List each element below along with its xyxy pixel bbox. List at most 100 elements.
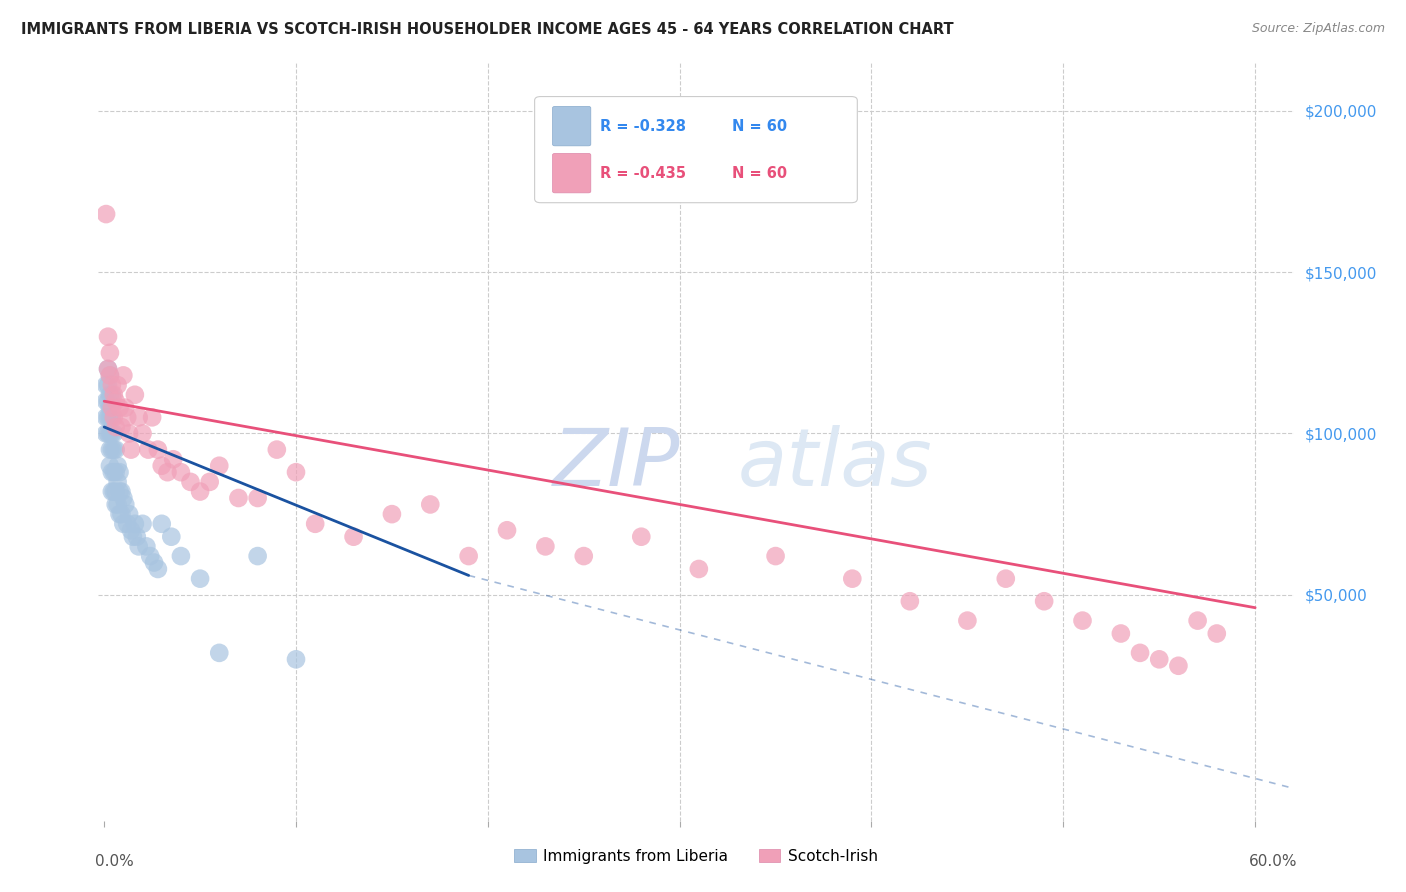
FancyBboxPatch shape bbox=[553, 106, 591, 145]
Point bbox=[104, 394, 127, 409]
Point bbox=[104, 465, 127, 479]
Point bbox=[118, 507, 141, 521]
Point bbox=[103, 442, 125, 457]
Text: Source: ZipAtlas.com: Source: ZipAtlas.com bbox=[1251, 22, 1385, 36]
Point bbox=[898, 594, 921, 608]
Point bbox=[124, 388, 146, 402]
Point bbox=[139, 549, 162, 563]
Point bbox=[285, 652, 308, 666]
Point bbox=[136, 442, 159, 457]
Point bbox=[104, 498, 127, 512]
Point bbox=[104, 484, 127, 499]
Point bbox=[342, 530, 364, 544]
Point bbox=[94, 378, 117, 392]
Point bbox=[1147, 652, 1170, 666]
Point bbox=[98, 401, 121, 415]
Text: IMMIGRANTS FROM LIBERIA VS SCOTCH-IRISH HOUSEHOLDER INCOME AGES 45 - 64 YEARS CO: IMMIGRANTS FROM LIBERIA VS SCOTCH-IRISH … bbox=[21, 22, 953, 37]
Point bbox=[630, 530, 652, 544]
Point bbox=[98, 426, 121, 441]
Point bbox=[101, 426, 124, 441]
Point bbox=[101, 465, 124, 479]
Point bbox=[97, 378, 120, 392]
Point bbox=[104, 420, 127, 434]
Point bbox=[156, 465, 179, 479]
Point bbox=[496, 523, 519, 537]
Point bbox=[1129, 646, 1152, 660]
Point bbox=[122, 530, 145, 544]
Point bbox=[101, 410, 124, 425]
Point bbox=[198, 475, 221, 489]
Point bbox=[128, 540, 150, 554]
Point bbox=[994, 572, 1017, 586]
Point bbox=[112, 491, 135, 505]
Point bbox=[131, 516, 153, 531]
Point bbox=[103, 484, 125, 499]
Point bbox=[110, 484, 132, 499]
Point bbox=[1109, 626, 1132, 640]
Point bbox=[103, 426, 125, 441]
Point bbox=[94, 410, 117, 425]
Point bbox=[128, 410, 150, 425]
Text: R = -0.328: R = -0.328 bbox=[600, 119, 686, 134]
Point bbox=[107, 458, 129, 473]
Point bbox=[150, 516, 173, 531]
Point bbox=[246, 491, 269, 505]
Point bbox=[381, 507, 404, 521]
Point bbox=[101, 442, 124, 457]
Point bbox=[266, 442, 288, 457]
Point bbox=[97, 410, 120, 425]
Point bbox=[98, 368, 121, 383]
Text: ZIP: ZIP bbox=[553, 425, 681, 503]
Point bbox=[110, 420, 132, 434]
Point bbox=[94, 394, 117, 409]
Text: R = -0.435: R = -0.435 bbox=[600, 166, 686, 181]
Point bbox=[143, 556, 166, 570]
Point bbox=[170, 549, 193, 563]
Point bbox=[135, 540, 157, 554]
Point bbox=[94, 426, 117, 441]
Point bbox=[97, 362, 120, 376]
Point bbox=[572, 549, 595, 563]
Point bbox=[208, 458, 231, 473]
Point bbox=[120, 523, 142, 537]
Text: 0.0%: 0.0% bbox=[94, 855, 134, 869]
Point bbox=[97, 329, 120, 343]
Point bbox=[97, 362, 120, 376]
Point bbox=[101, 401, 124, 415]
Point bbox=[162, 452, 184, 467]
Point bbox=[103, 410, 125, 425]
Point bbox=[1167, 658, 1189, 673]
Point bbox=[146, 442, 169, 457]
Point bbox=[688, 562, 710, 576]
Point bbox=[419, 498, 441, 512]
FancyBboxPatch shape bbox=[534, 96, 858, 202]
Point bbox=[103, 388, 125, 402]
Point bbox=[1205, 626, 1227, 640]
Text: N = 60: N = 60 bbox=[733, 166, 787, 181]
Point bbox=[179, 475, 201, 489]
Text: 60.0%: 60.0% bbox=[1249, 855, 1298, 869]
Point bbox=[150, 458, 173, 473]
Point bbox=[108, 484, 131, 499]
Point bbox=[457, 549, 479, 563]
Point bbox=[98, 458, 121, 473]
Text: N = 60: N = 60 bbox=[733, 119, 787, 134]
Point bbox=[112, 368, 135, 383]
Point bbox=[131, 426, 153, 441]
Point bbox=[765, 549, 787, 563]
Point bbox=[112, 516, 135, 531]
Text: atlas: atlas bbox=[738, 425, 932, 503]
Point bbox=[160, 530, 183, 544]
Point bbox=[841, 572, 863, 586]
Point bbox=[188, 572, 211, 586]
Point bbox=[115, 410, 138, 425]
Point bbox=[188, 484, 211, 499]
Point bbox=[115, 516, 138, 531]
Point bbox=[104, 442, 127, 457]
Point bbox=[1033, 594, 1056, 608]
Point bbox=[103, 465, 125, 479]
Point bbox=[208, 646, 231, 660]
Point bbox=[101, 388, 124, 402]
Point bbox=[304, 516, 326, 531]
FancyBboxPatch shape bbox=[553, 153, 591, 193]
